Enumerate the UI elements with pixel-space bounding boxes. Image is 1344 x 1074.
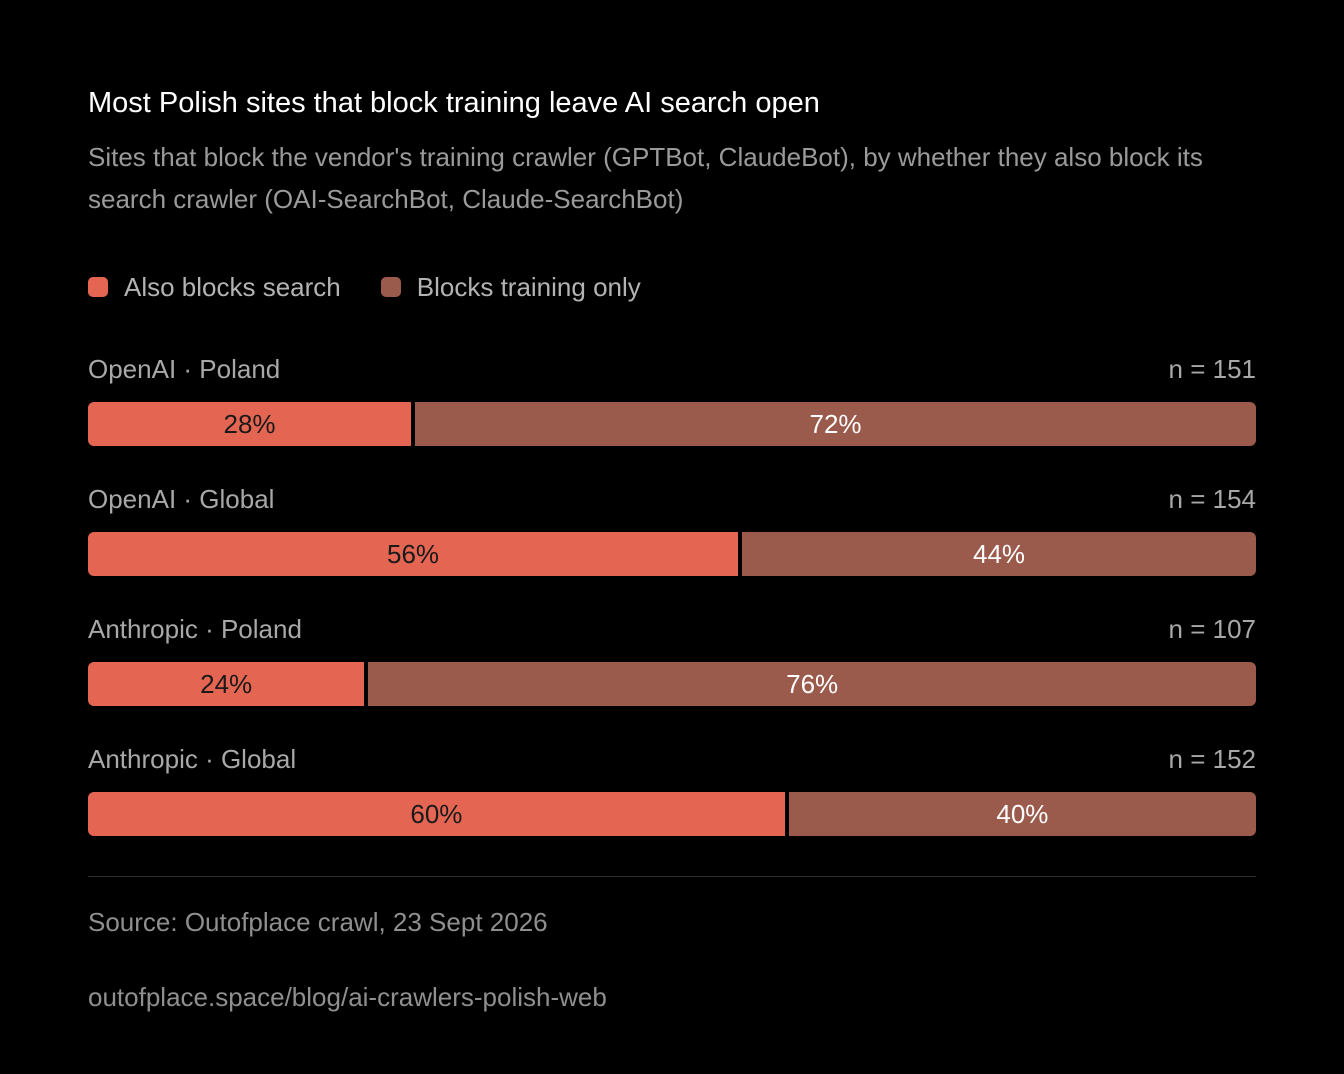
category-label: OpenAI · Global [88,484,275,514]
legend-swatch-blocks-training-only [380,277,401,297]
bar-rows: OpenAI · Poland n = 151 28% 72% OpenAI · Glo… [88,348,1256,868]
bar-segment-blocks-training-only: 40% [788,792,1256,836]
stacked-bar: 28% 72% [88,402,1256,446]
data-label: 76% [786,668,839,699]
source-note: Source: Outofplace crawl, 23 Sept 2026 [88,907,548,937]
chart-card: Most Polish sites that block training le… [88,0,1256,1074]
bar-segment-blocks-training-only: 72% [415,402,1256,446]
data-label: 72% [809,408,862,439]
category-label: Anthropic · Poland [88,614,302,644]
bar-segment-blocks-training-only: 44% [742,532,1256,576]
data-label: 28% [223,408,276,439]
bar-segment-also-blocks-search: 56% [88,532,743,576]
legend: Also blocks search Blocks training only [88,268,681,306]
bar-row-header: OpenAI · Poland n = 151 [88,352,1256,386]
legend-item-blocks-training-only: Blocks training only [380,271,641,303]
legend-item-also-blocks-search: Also blocks search [88,272,341,303]
sample-size-label: n = 107 [1168,614,1256,644]
data-label: 56% [387,538,440,569]
bar-segment-blocks-training-only: 76% [368,662,1256,706]
bar-row-openai-poland: OpenAI · Poland n = 151 28% 72% [88,348,1256,478]
bar-row-header: Anthropic · Global n = 152 [88,742,1256,776]
bar-row-openai-global: OpenAI · Global n = 154 56% 44% [88,478,1256,608]
bar-segment-also-blocks-search: 60% [88,792,789,836]
bar-row-anthropic-poland: Anthropic · Poland n = 107 24% 76% [88,608,1256,738]
footer-divider [88,876,1256,877]
bar-row-header: Anthropic · Poland n = 107 [88,612,1256,646]
bar-row-header: OpenAI · Global n = 154 [88,482,1256,516]
data-label: 40% [996,798,1049,829]
bar-row-anthropic-global: Anthropic · Global n = 152 60% 40% [88,738,1256,868]
data-label: 24% [200,668,253,699]
legend-swatch-also-blocks-search [88,277,108,297]
source-url: outofplace.space/blog/ai-crawlers-polish… [88,982,607,1012]
sample-size-label: n = 151 [1168,354,1256,384]
stacked-bar: 56% 44% [88,532,1256,576]
bar-segment-also-blocks-search: 28% [88,402,416,446]
stacked-bar: 24% 76% [88,662,1256,706]
chart-title: Most Polish sites that block training le… [88,87,820,119]
bar-segment-also-blocks-search: 24% [88,662,369,706]
legend-label-blocks-training-only: Blocks training only [416,271,641,302]
stacked-bar: 60% 40% [88,792,1256,836]
sample-size-label: n = 152 [1168,744,1256,774]
chart-subtitle: Sites that block the vendor's training c… [88,142,1203,214]
data-label: 60% [410,798,463,829]
category-label: OpenAI · Poland [88,354,281,384]
data-label: 44% [973,538,1026,569]
sample-size-label: n = 154 [1168,484,1256,514]
legend-label-also-blocks-search: Also blocks search [124,271,341,302]
category-label: Anthropic · Global [88,744,297,774]
